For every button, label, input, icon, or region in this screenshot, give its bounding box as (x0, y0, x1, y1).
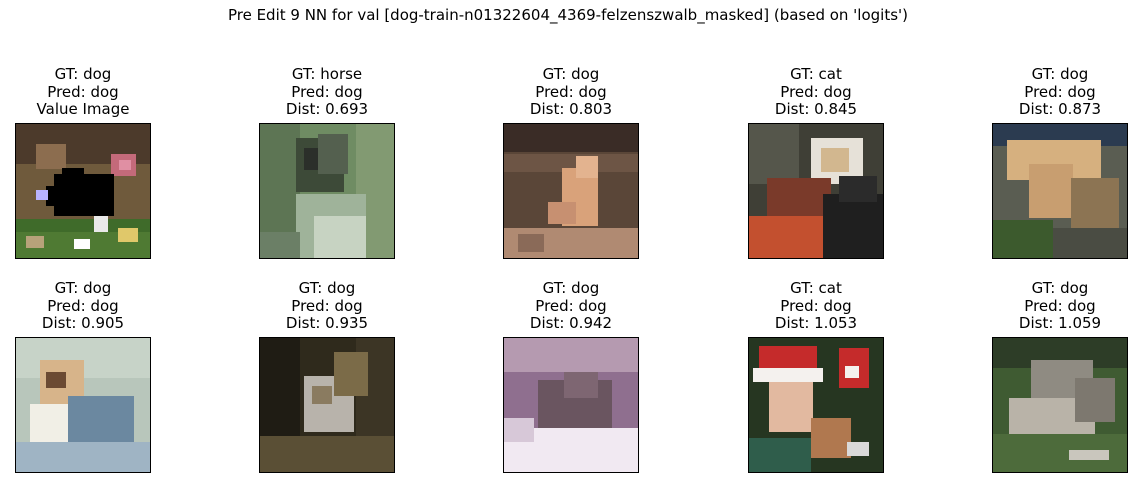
panel-label: GT: dog Pred: dog Dist: 0.942 (463, 279, 679, 333)
thumbnail-image (992, 337, 1128, 473)
panel-label: GT: dog Pred: dog Dist: 1.059 (952, 279, 1136, 333)
gt-label: GT: dog (542, 279, 600, 297)
panel-label: GT: horse Pred: dog Dist: 0.693 (219, 65, 435, 119)
gt-label: GT: dog (542, 65, 600, 83)
panel-label: GT: cat Pred: dog Dist: 0.845 (708, 65, 924, 119)
gt-label: GT: dog (1031, 65, 1089, 83)
neighbor-image (993, 124, 1127, 258)
dist-label: Dist: 0.905 (41, 314, 125, 332)
panel-label: GT: dog Pred: dog Dist: 0.905 (0, 279, 191, 333)
dist-label: Dist: 0.693 (285, 100, 369, 118)
value-image (16, 124, 150, 258)
neighbor-image (504, 338, 638, 472)
neighbor-image (16, 338, 150, 472)
pred-label: Pred: dog (47, 296, 119, 315)
pred-label: Pred: dog (535, 296, 607, 315)
pred-label: Pred: dog (1024, 82, 1096, 101)
dist-label: Dist: 0.803 (529, 100, 613, 118)
gt-label: GT: dog (54, 65, 112, 83)
gt-label: GT: dog (298, 279, 356, 297)
neighbor-image (993, 338, 1127, 472)
panel-label: GT: dog Pred: dog Dist: 0.873 (952, 65, 1136, 119)
neighbor-image (749, 124, 883, 258)
neighbor-image (260, 338, 394, 472)
thumbnail-image (259, 337, 395, 473)
gt-label: GT: dog (54, 279, 112, 297)
dist-label: Dist: 0.935 (285, 314, 369, 332)
pred-label: Pred: dog (291, 82, 363, 101)
pred-label: Pred: dog (1024, 296, 1096, 315)
dist-label: Dist: 1.059 (1018, 314, 1102, 332)
thumbnail-image (503, 123, 639, 259)
gt-label: GT: cat (790, 65, 842, 83)
gt-label: GT: dog (1031, 279, 1089, 297)
thumbnail-image (15, 123, 151, 259)
thumbnail-image (992, 123, 1128, 259)
dist-label: Dist: 0.873 (1018, 100, 1102, 118)
pred-label: Pred: dog (535, 82, 607, 101)
panel-label: GT: dog Pred: dog Dist: 0.935 (219, 279, 435, 333)
value-image-label: Value Image (36, 100, 130, 118)
gt-label: GT: horse (291, 65, 363, 83)
neighbor-image (260, 124, 394, 258)
pred-label: Pred: dog (47, 82, 119, 101)
pred-label: Pred: dog (780, 82, 852, 101)
thumbnail-image (15, 337, 151, 473)
pred-label: Pred: dog (780, 296, 852, 315)
neighbor-image (749, 338, 883, 472)
dist-label: Dist: 1.053 (774, 314, 858, 332)
thumbnail-image (259, 123, 395, 259)
panel-label: GT: dog Pred: dog Value Image (0, 65, 191, 119)
thumbnail-image (748, 123, 884, 259)
figure-title: Pre Edit 9 NN for val [dog-train-n013226… (227, 6, 909, 24)
pred-label: Pred: dog (291, 296, 363, 315)
neighbor-image (504, 124, 638, 258)
thumbnail-image (748, 337, 884, 473)
panel-label: GT: dog Pred: dog Dist: 0.803 (463, 65, 679, 119)
dist-label: Dist: 0.942 (529, 314, 613, 332)
panel-label: GT: cat Pred: dog Dist: 1.053 (708, 279, 924, 333)
gt-label: GT: cat (790, 279, 842, 297)
dist-label: Dist: 0.845 (774, 100, 858, 118)
thumbnail-image (503, 337, 639, 473)
